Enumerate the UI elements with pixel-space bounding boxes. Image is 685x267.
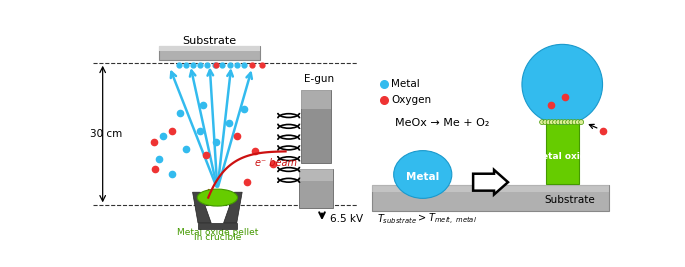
Circle shape: [549, 120, 554, 125]
Text: MeOx → Me + O₂: MeOx → Me + O₂: [395, 118, 489, 128]
Circle shape: [575, 120, 580, 125]
FancyArrow shape: [473, 170, 508, 195]
Bar: [546, 121, 579, 184]
Circle shape: [553, 120, 558, 125]
Ellipse shape: [197, 189, 238, 206]
Text: Substrate: Substrate: [545, 195, 595, 205]
Polygon shape: [198, 223, 237, 229]
Text: e⁻ beam: e⁻ beam: [255, 158, 297, 168]
Polygon shape: [223, 192, 242, 223]
Text: Metal: Metal: [406, 172, 439, 182]
Circle shape: [562, 120, 567, 125]
Circle shape: [522, 44, 603, 124]
Circle shape: [546, 120, 551, 125]
Circle shape: [540, 120, 545, 125]
Bar: [299, 169, 333, 181]
Text: 6.5 kV: 6.5 kV: [329, 214, 363, 224]
Circle shape: [543, 120, 548, 125]
Circle shape: [556, 120, 561, 125]
Bar: [159, 46, 260, 60]
Bar: [159, 46, 260, 50]
Circle shape: [569, 120, 574, 125]
Circle shape: [566, 120, 571, 125]
Text: $T_{substrate}$: $T_{substrate}$: [377, 212, 417, 226]
Text: Metal oxide: Metal oxide: [532, 152, 592, 161]
Circle shape: [572, 120, 577, 125]
Bar: [299, 169, 333, 208]
Text: Oxygen: Oxygen: [391, 95, 431, 105]
Bar: [373, 184, 609, 211]
Bar: [301, 90, 331, 163]
Text: Metal oxide pellet: Metal oxide pellet: [177, 228, 258, 237]
Text: E-gun: E-gun: [304, 74, 334, 84]
Circle shape: [579, 120, 584, 125]
Text: Metal: Metal: [391, 79, 420, 89]
Text: > $T_{melt,\ metal}$: > $T_{melt,\ metal}$: [416, 212, 477, 227]
Text: Substrate: Substrate: [182, 36, 236, 46]
Bar: [301, 90, 331, 109]
Ellipse shape: [394, 151, 452, 198]
Text: 30 cm: 30 cm: [90, 129, 122, 139]
Bar: [373, 184, 609, 192]
Polygon shape: [192, 192, 211, 223]
Text: in crucible: in crucible: [194, 233, 241, 242]
Circle shape: [559, 120, 564, 125]
